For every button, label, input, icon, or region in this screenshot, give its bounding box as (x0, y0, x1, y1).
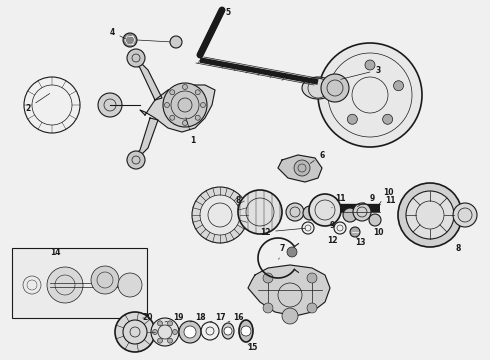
Circle shape (238, 190, 282, 234)
Ellipse shape (302, 77, 334, 99)
Text: 17: 17 (210, 314, 225, 323)
Circle shape (282, 308, 298, 324)
Polygon shape (140, 85, 215, 132)
Text: 12: 12 (327, 235, 337, 244)
Text: 19: 19 (165, 314, 183, 323)
Circle shape (318, 43, 422, 147)
Circle shape (263, 303, 273, 313)
Circle shape (170, 115, 175, 120)
Text: 10: 10 (373, 228, 383, 237)
Text: 18: 18 (190, 314, 205, 323)
Circle shape (303, 206, 317, 220)
Text: 20: 20 (143, 314, 153, 323)
Text: 2: 2 (25, 94, 49, 113)
Circle shape (151, 318, 179, 346)
Circle shape (192, 187, 248, 243)
Text: 14: 14 (50, 248, 60, 257)
Bar (12, 248, 147, 318)
Circle shape (195, 90, 200, 95)
Circle shape (115, 312, 155, 352)
Circle shape (98, 93, 122, 117)
Circle shape (294, 160, 310, 176)
Text: 4: 4 (109, 27, 125, 39)
Circle shape (309, 194, 341, 226)
Circle shape (195, 115, 200, 120)
Circle shape (350, 227, 360, 237)
Circle shape (406, 191, 454, 239)
Text: 3: 3 (341, 66, 381, 79)
Polygon shape (278, 155, 322, 182)
Circle shape (127, 151, 145, 169)
Circle shape (172, 329, 177, 334)
Text: 16: 16 (228, 314, 243, 323)
Circle shape (170, 36, 182, 48)
Text: 12: 12 (260, 228, 305, 237)
Ellipse shape (239, 320, 253, 342)
Text: 8: 8 (455, 243, 461, 252)
Circle shape (47, 267, 83, 303)
Circle shape (184, 326, 196, 338)
Circle shape (241, 326, 251, 336)
Circle shape (263, 273, 273, 283)
Circle shape (307, 303, 317, 313)
Polygon shape (135, 118, 158, 158)
Text: 10: 10 (377, 188, 393, 208)
Circle shape (307, 273, 317, 283)
Text: 15: 15 (247, 343, 257, 352)
Circle shape (321, 74, 349, 102)
Text: 5: 5 (225, 8, 231, 17)
Text: 8: 8 (235, 195, 241, 210)
Circle shape (165, 103, 170, 108)
Text: 9: 9 (357, 194, 375, 207)
Text: 11: 11 (385, 195, 395, 204)
Circle shape (337, 81, 346, 91)
Text: 9: 9 (329, 220, 335, 230)
Circle shape (118, 273, 142, 297)
Circle shape (168, 321, 172, 326)
Circle shape (393, 81, 404, 91)
Circle shape (91, 266, 119, 294)
Circle shape (123, 33, 137, 47)
Circle shape (163, 83, 207, 127)
Text: 6: 6 (310, 150, 324, 163)
Text: 7: 7 (279, 243, 285, 259)
Circle shape (157, 338, 163, 343)
Circle shape (168, 338, 172, 343)
Circle shape (353, 203, 371, 221)
Polygon shape (135, 60, 162, 100)
Text: 11: 11 (332, 194, 345, 208)
Circle shape (170, 90, 175, 95)
Polygon shape (248, 265, 330, 316)
Ellipse shape (222, 323, 234, 339)
Circle shape (347, 114, 357, 124)
Circle shape (383, 114, 392, 124)
Circle shape (200, 103, 205, 108)
Circle shape (200, 195, 240, 235)
Circle shape (127, 49, 145, 67)
Text: 1: 1 (186, 118, 196, 144)
Circle shape (287, 247, 297, 257)
Circle shape (182, 85, 188, 90)
Circle shape (224, 327, 232, 335)
Circle shape (152, 329, 157, 334)
Circle shape (157, 321, 163, 326)
Circle shape (369, 214, 381, 226)
Text: 13: 13 (355, 237, 365, 247)
Circle shape (453, 203, 477, 227)
Circle shape (182, 121, 188, 126)
Circle shape (398, 183, 462, 247)
Circle shape (343, 208, 357, 222)
Circle shape (179, 321, 201, 343)
Circle shape (286, 203, 304, 221)
Circle shape (365, 60, 375, 70)
